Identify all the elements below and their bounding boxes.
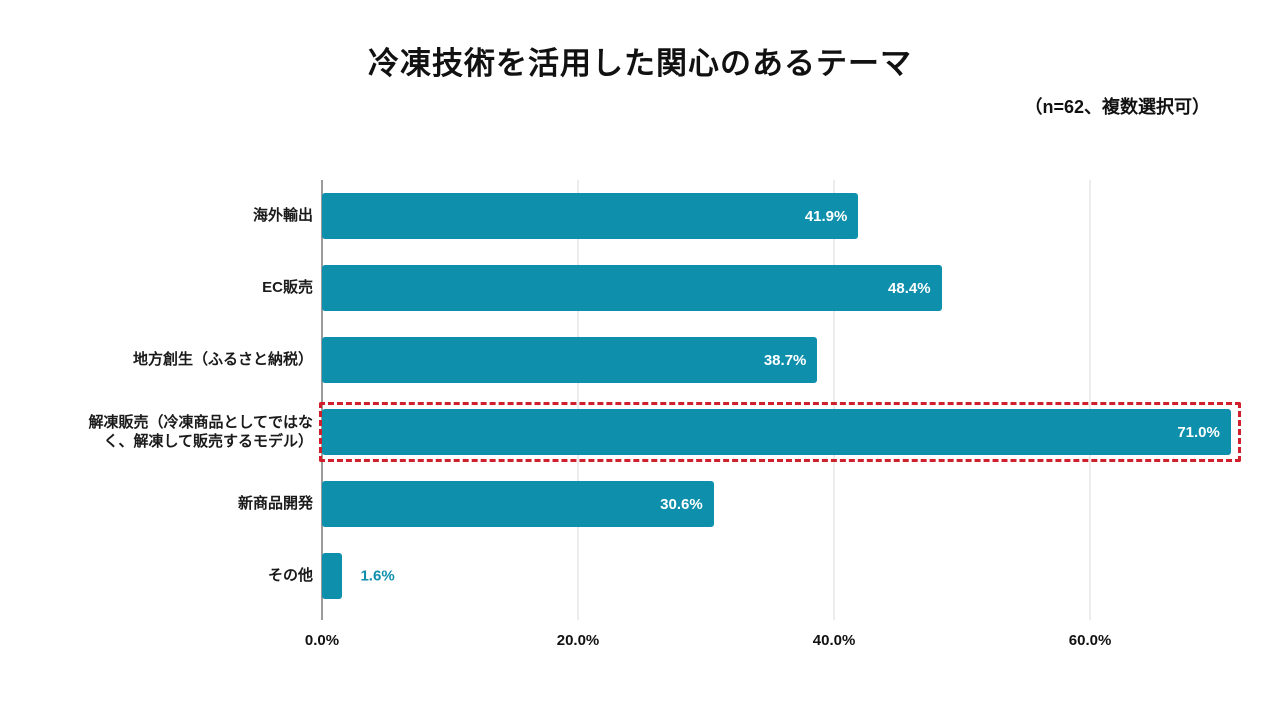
bar [322,553,343,599]
category-label: 解凍販売（冷凍商品としてではな く、解凍して販売するモデル） [88,413,313,451]
x-tick-label: 20.0% [556,632,600,649]
grid-layer [321,180,1236,620]
category-label: 新商品開発 [237,495,313,513]
bar-row: 38.7% [322,324,1236,396]
category-label: 地方創生（ふるさと納税） [132,351,313,369]
bar: 48.4% [322,265,942,311]
category-label: 海外輸出 [252,207,313,225]
bar-row: 1.6% [322,540,1236,612]
bar-chart: 海外輸出 EC販売地方創生（ふるさと納税） 解凍販売（冷凍商品としてではな く、解凍… [12,180,1241,662]
bar: 38.7% [322,337,818,383]
gridline [1089,180,1091,620]
gridline [577,180,579,620]
bar-row: 30.6% [322,468,1236,540]
plot-inner: 41.9% 48.4% 38.7% 71.0% 30.6% 1.6% [319,180,1241,620]
bar: 30.6% [322,481,714,527]
value-label: 48.4% [888,279,931,297]
x-tick-label: 60.0% [1068,632,1112,649]
bar: 71.0% [322,409,1231,455]
value-label: 38.7% [763,351,807,369]
bar-row: 41.9% [322,180,1236,252]
value-label: 41.9% [804,207,848,225]
category-label: EC販売 [262,279,313,297]
value-label: 1.6% [360,567,395,585]
bar: 41.9% [322,193,859,239]
x-tick-label: 0.0% [304,632,340,649]
x-axis: 0.0% 20.0% 40.0% 60.0% [305,628,1236,662]
value-label: 71.0% [1177,423,1220,441]
gridline [833,180,835,620]
value-label: 30.6% [660,495,703,513]
sample-size-note: （n=62、複数選択可） [1024,97,1210,117]
category-labels: 海外輸出 EC販売地方創生（ふるさと納税） 解凍販売（冷凍商品としてではな く、解凍… [12,180,322,662]
category-label: その他 [267,567,313,585]
bar-row: 48.4% [322,252,1236,324]
plot-area: 41.9% 48.4% 38.7% 71.0% 30.6% 1.6% 0.0% 20.0% 4… [305,180,1241,662]
y-axis-line [321,180,323,620]
bar-row: 71.0% [319,396,1241,468]
chart-title: 冷凍技術を活用した関心のあるテーマ [368,46,912,81]
bar-rows: 41.9% 48.4% 38.7% 71.0% 30.6% 1.6% [319,180,1241,612]
x-tick-label: 40.0% [812,632,856,649]
